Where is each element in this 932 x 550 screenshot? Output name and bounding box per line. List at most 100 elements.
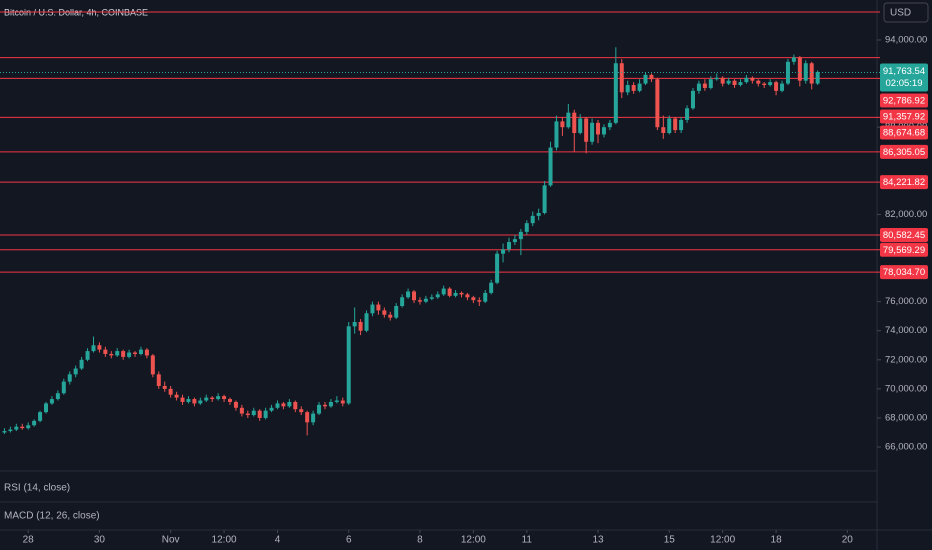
candle-body	[738, 82, 743, 86]
y-tick-label: 72,000.00	[885, 354, 927, 365]
candle-body	[79, 359, 84, 369]
candle-body	[103, 349, 108, 354]
y-tick-label: 76,000.00	[885, 296, 927, 307]
x-tick-label: 12:00	[461, 535, 486, 546]
candle-body	[228, 399, 233, 402]
candle-body	[483, 292, 488, 302]
candle-body	[732, 80, 737, 86]
candle-body	[690, 90, 695, 109]
candle-body	[412, 291, 417, 301]
candle-body	[127, 352, 132, 357]
candle-body	[578, 118, 583, 134]
x-tick-label: 20	[842, 535, 854, 546]
candle-body	[32, 420, 37, 426]
candle-body	[501, 249, 506, 254]
candle-body	[44, 403, 49, 413]
candle-body	[495, 253, 500, 283]
candle-body	[174, 394, 179, 398]
candle-body	[601, 127, 606, 135]
candle-body	[388, 314, 393, 318]
candle-body	[364, 313, 369, 331]
candle-body	[73, 368, 78, 375]
level-label: 79,569.29	[883, 245, 925, 256]
candle-body	[67, 374, 72, 382]
candle-body	[815, 71, 820, 84]
candle-body	[756, 80, 761, 84]
candle-body	[542, 185, 547, 213]
candle-body	[566, 112, 571, 128]
candle-body	[637, 83, 642, 91]
candle-body	[590, 122, 595, 142]
candle-body	[109, 353, 114, 356]
candle-body	[168, 388, 173, 395]
plot: 28 30 Nov 12:00 4 6 8 12:00 11 13 15 12:00 18 20 94,00…	[0, 11, 928, 546]
candle-body	[91, 345, 96, 352]
candle-body	[305, 412, 310, 423]
candle-body	[548, 147, 553, 186]
candle-body	[251, 410, 256, 416]
candle-body	[584, 118, 589, 142]
candle-body	[803, 63, 808, 81]
candle-body	[121, 351, 126, 357]
candle-body	[287, 401, 292, 407]
candle-body	[607, 122, 612, 128]
x-tick-label: 30	[94, 535, 106, 546]
candle-body	[554, 121, 559, 148]
x-tick-label: 18	[771, 535, 783, 546]
candle-body	[340, 400, 345, 404]
level-label-box	[880, 109, 928, 124]
candle-body	[506, 242, 511, 250]
candle-body	[352, 322, 357, 327]
candle-body	[429, 297, 434, 299]
candle-body	[239, 407, 244, 414]
candle-body	[685, 108, 690, 120]
candle-body	[774, 82, 779, 91]
x-tick-label: 13	[592, 535, 604, 546]
y-tick-label: 66,000.00	[885, 442, 927, 453]
candle-body	[257, 410, 262, 418]
candle-body	[750, 77, 755, 81]
currency[interactable]: USD	[890, 8, 911, 19]
currency-button[interactable]	[883, 2, 929, 23]
candle-body	[453, 292, 458, 296]
candle-body	[382, 310, 387, 315]
candle-body	[536, 212, 541, 216]
candle-body	[696, 83, 701, 91]
candle-body	[115, 351, 120, 356]
x-tick-label: 28	[23, 535, 35, 546]
candle-body	[55, 393, 60, 400]
candle-body	[643, 74, 648, 84]
indicator-label: RSI (14, close)	[4, 483, 70, 494]
candle-body	[133, 352, 138, 354]
candle-body	[97, 345, 102, 350]
candle-body	[572, 112, 577, 134]
candle-body	[435, 294, 440, 298]
x-tick-label: 12:00	[710, 535, 735, 546]
level-label: 92,786.92	[883, 96, 925, 107]
candle-body	[744, 77, 749, 83]
level-label: 84,221.82	[883, 177, 925, 188]
candle-body	[524, 223, 529, 232]
candle-body	[49, 399, 54, 404]
candle-body	[26, 425, 31, 429]
candle-body	[791, 57, 796, 62]
candle-body	[768, 82, 773, 86]
candle-body	[281, 403, 286, 407]
candle-body	[417, 300, 422, 302]
candle-body	[162, 385, 167, 389]
candle-body	[797, 57, 802, 81]
candle-body	[489, 282, 494, 293]
level-label-box	[880, 144, 928, 159]
candle-body	[631, 85, 636, 91]
candle-body	[370, 304, 375, 314]
candle-body	[322, 404, 327, 407]
candle-body	[726, 80, 731, 84]
candle-body	[263, 410, 268, 418]
countdown: 02:05:19	[886, 78, 923, 89]
x-tick-label: 12:00	[212, 535, 237, 546]
x-tick-label: Nov	[162, 535, 180, 546]
candle-body	[85, 351, 90, 360]
candle-body	[328, 401, 333, 407]
candle-body	[394, 306, 399, 318]
level-label-box	[880, 265, 928, 280]
